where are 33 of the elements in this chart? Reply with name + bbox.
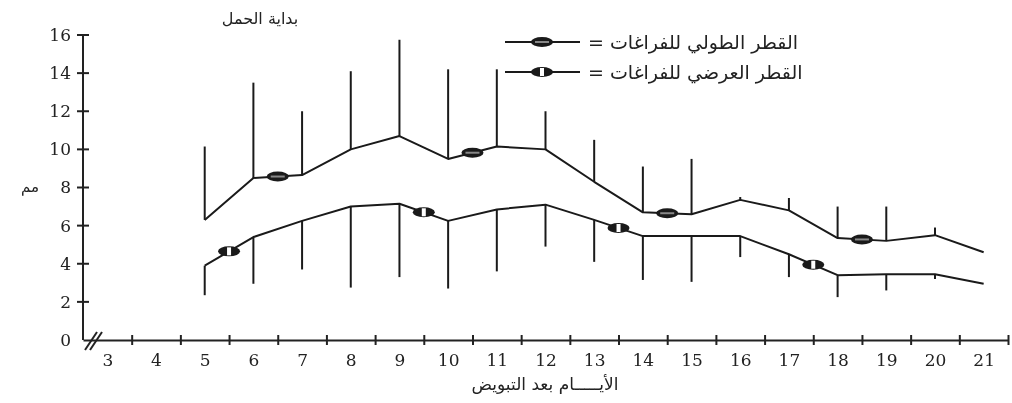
x-tick-label: 19 bbox=[875, 350, 898, 371]
y-tick-label: 16 bbox=[49, 24, 71, 45]
y-tick-label: 6 bbox=[60, 215, 71, 236]
y-tick-label: 12 bbox=[49, 101, 71, 122]
x-tick-label: 20 bbox=[924, 350, 947, 371]
x-tick-label: 9 bbox=[394, 350, 406, 371]
x-tick-label: 17 bbox=[778, 350, 801, 371]
legend-label: القطر العرضي للفراغات = bbox=[588, 60, 803, 84]
y-tick-label: 8 bbox=[60, 177, 71, 198]
legend-label: القطر الطولي للفراغات = bbox=[588, 30, 798, 54]
y-tick-label: 0 bbox=[60, 329, 71, 350]
y-tick-label: 2 bbox=[60, 291, 71, 312]
x-tick-label: 21 bbox=[973, 350, 995, 371]
x-axis-title: الأيـــــام بعد التبويض bbox=[471, 374, 619, 394]
x-tick-label: 11 bbox=[486, 350, 509, 371]
x-tick-label: 14 bbox=[632, 350, 655, 371]
x-tick-label: 16 bbox=[729, 350, 752, 371]
y-tick-label: 10 bbox=[49, 139, 71, 160]
x-tick-label: 18 bbox=[827, 350, 849, 371]
x-tick-label: 15 bbox=[681, 350, 703, 371]
x-tick-label: 7 bbox=[297, 350, 308, 371]
chart-title: بداية الحمل bbox=[221, 9, 299, 28]
y-tick-label: 14 bbox=[49, 63, 71, 84]
x-tick-label: 10 bbox=[437, 350, 460, 371]
x-tick-label: 6 bbox=[248, 350, 260, 371]
x-tick-label: 5 bbox=[199, 350, 211, 371]
x-tick-label: 12 bbox=[535, 350, 557, 371]
x-tick-label: 4 bbox=[151, 350, 162, 371]
y-tick-label: 4 bbox=[60, 253, 71, 274]
x-tick-label: 8 bbox=[345, 350, 357, 371]
x-tick-label: 13 bbox=[583, 350, 606, 371]
y-axis-title: مم bbox=[20, 178, 40, 196]
x-tick-label: 3 bbox=[102, 350, 114, 371]
